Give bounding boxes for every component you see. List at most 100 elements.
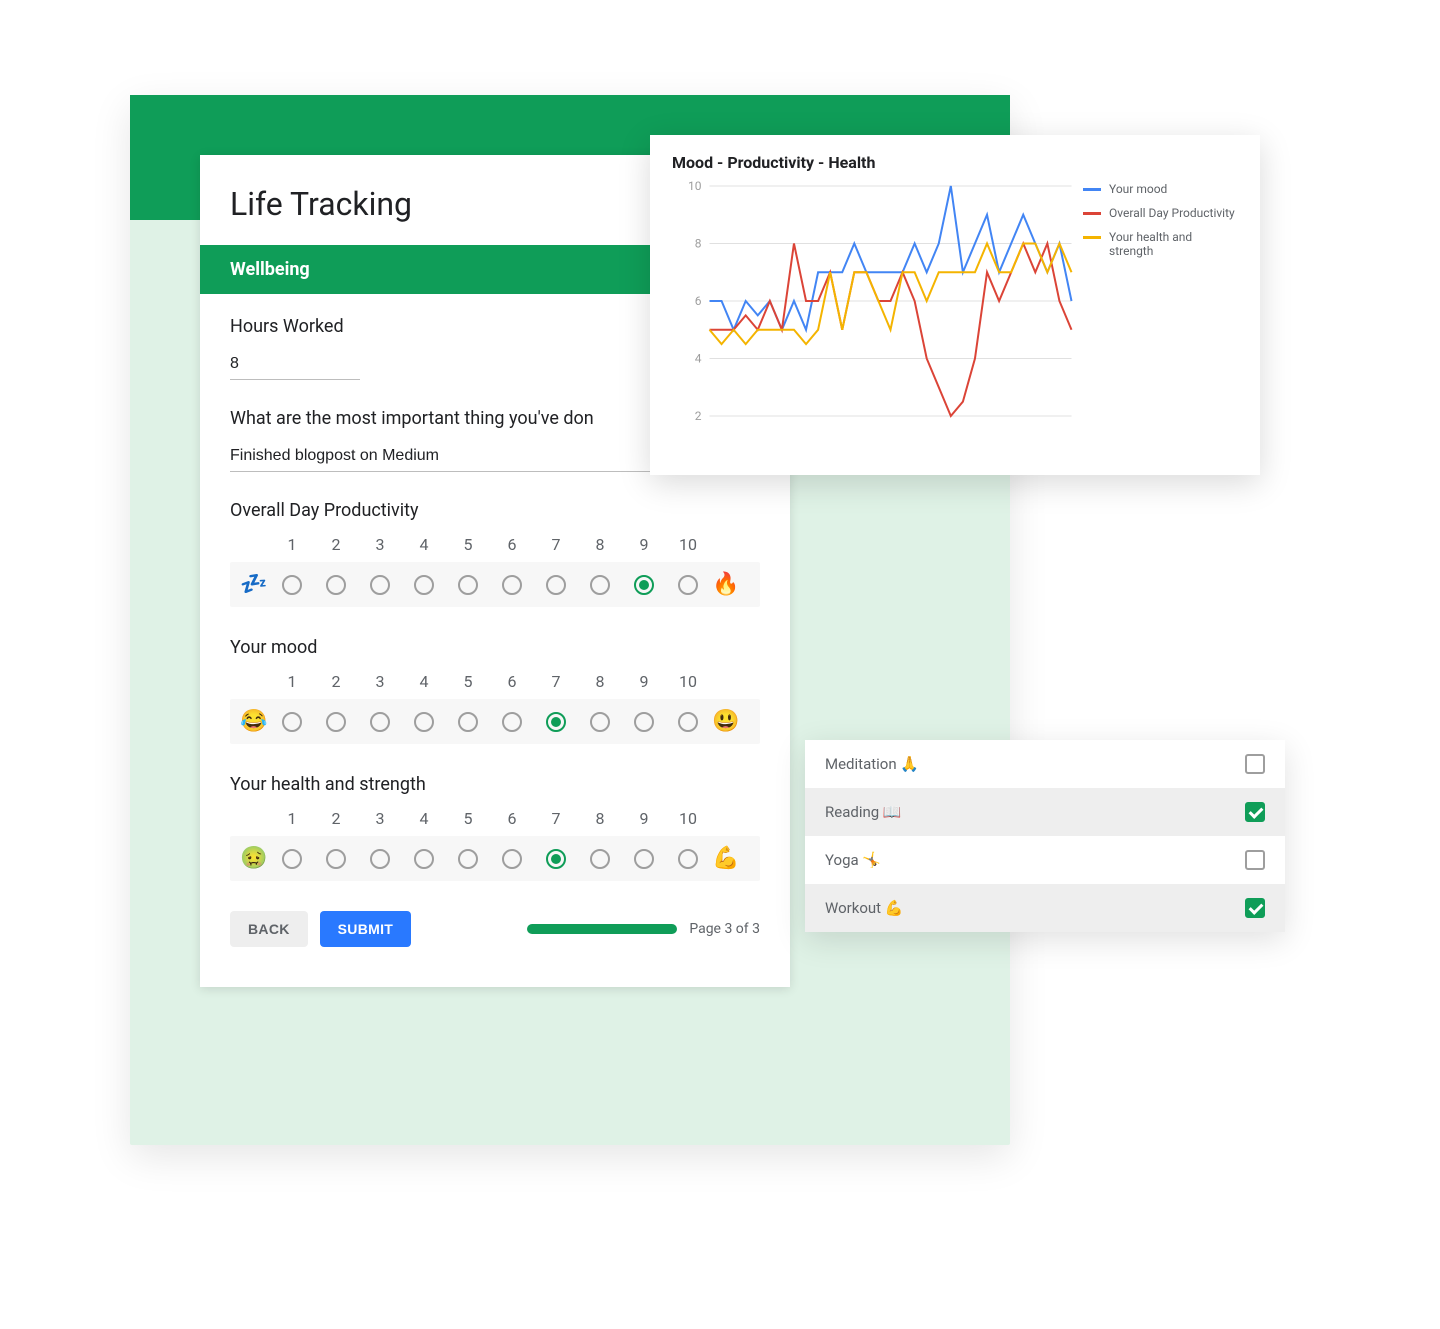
hours-worked-input[interactable]: [230, 351, 360, 380]
scale-radio[interactable]: [502, 575, 522, 595]
scale-radio[interactable]: [634, 712, 654, 732]
habit-label: Meditation 🙏: [825, 755, 919, 773]
scale-number: 9: [622, 809, 666, 828]
scale-radio[interactable]: [370, 575, 390, 595]
scale-number: 2: [314, 535, 358, 554]
chart-card: Mood - Productivity - Health 246810 Your…: [650, 135, 1260, 475]
scale-radio[interactable]: [326, 849, 346, 869]
habit-card: Meditation 🙏 Reading 📖 Yoga 🤸 Workout 💪: [805, 740, 1285, 932]
scale-label: Overall Day Productivity: [230, 500, 760, 521]
submit-button[interactable]: SUBMIT: [320, 911, 411, 947]
scale-radio[interactable]: [678, 849, 698, 869]
scale-radio[interactable]: [458, 712, 478, 732]
scale-number: 10: [666, 672, 710, 691]
scale-number: 2: [314, 672, 358, 691]
scale-radio[interactable]: [634, 849, 654, 869]
scale-number: 1: [270, 535, 314, 554]
habit-row: Yoga 🤸: [805, 836, 1285, 884]
habit-checkbox[interactable]: [1245, 754, 1265, 774]
legend-label: Overall Day Productivity: [1109, 206, 1235, 220]
legend-swatch: [1083, 236, 1101, 239]
scale-block: Your mood12345678910😂😃: [230, 637, 760, 744]
scale-row: 🤢💪: [230, 836, 760, 881]
scale-low-icon: 😂: [238, 709, 270, 734]
legend-item: Your mood: [1083, 182, 1238, 196]
scale-radio[interactable]: [546, 575, 566, 595]
scale-number: 2: [314, 809, 358, 828]
scale-radio[interactable]: [414, 712, 434, 732]
scale-radio[interactable]: [634, 575, 654, 595]
scale-radio[interactable]: [590, 712, 610, 732]
legend-swatch: [1083, 188, 1101, 191]
scale-number: 6: [490, 672, 534, 691]
scale-radio[interactable]: [458, 849, 478, 869]
scale-number: 8: [578, 672, 622, 691]
scale-number: 4: [402, 809, 446, 828]
scale-number: 3: [358, 535, 402, 554]
scale-numbers: 12345678910: [230, 672, 760, 691]
scale-radio[interactable]: [414, 575, 434, 595]
scale-low-icon: 💤: [238, 572, 270, 597]
progress-label: Page 3 of 3: [689, 921, 760, 937]
legend-swatch: [1083, 212, 1101, 215]
scale-high-icon: 😃: [710, 709, 742, 734]
habit-row: Reading 📖: [805, 788, 1285, 836]
scale-number: 3: [358, 672, 402, 691]
scale-number: 5: [446, 535, 490, 554]
scale-label: Your health and strength: [230, 774, 760, 795]
legend-label: Your mood: [1109, 182, 1167, 196]
scale-numbers: 12345678910: [230, 535, 760, 554]
chart-series-line: [710, 244, 1072, 345]
scale-number: 7: [534, 535, 578, 554]
scale-number: 7: [534, 809, 578, 828]
scale-radio[interactable]: [678, 712, 698, 732]
scale-radio[interactable]: [282, 712, 302, 732]
scale-row: 💤🔥: [230, 562, 760, 607]
back-button[interactable]: BACK: [230, 911, 308, 947]
progress-bar: [527, 924, 677, 934]
scale-number: 1: [270, 809, 314, 828]
scale-radio[interactable]: [590, 849, 610, 869]
scale-row: 😂😃: [230, 699, 760, 744]
scale-radio[interactable]: [414, 849, 434, 869]
chart-legend: Your mood Overall Day Productivity Your he…: [1083, 176, 1238, 436]
progress-wrap: Page 3 of 3: [527, 921, 760, 937]
legend-label: Your health and strength: [1109, 230, 1238, 258]
habit-label: Yoga 🤸: [825, 851, 881, 869]
chart-title: Mood - Productivity - Health: [672, 153, 1238, 172]
habit-checkbox[interactable]: [1245, 898, 1265, 918]
scale-radio[interactable]: [326, 575, 346, 595]
scale-number: 6: [490, 535, 534, 554]
scale-numbers: 12345678910: [230, 809, 760, 828]
scale-radio[interactable]: [370, 849, 390, 869]
scale-radio[interactable]: [678, 575, 698, 595]
scale-number: 4: [402, 672, 446, 691]
chart-plot: 246810: [672, 176, 1083, 436]
svg-text:2: 2: [695, 409, 702, 423]
scale-radio[interactable]: [282, 849, 302, 869]
scale-number: 10: [666, 809, 710, 828]
form-footer: BACK SUBMIT Page 3 of 3: [230, 911, 760, 947]
scale-radio[interactable]: [370, 712, 390, 732]
scale-block: Overall Day Productivity12345678910💤🔥: [230, 500, 760, 607]
habit-label: Reading 📖: [825, 803, 902, 821]
scale-radio[interactable]: [282, 575, 302, 595]
scale-radio[interactable]: [590, 575, 610, 595]
scale-number: 9: [622, 672, 666, 691]
scale-radio[interactable]: [502, 849, 522, 869]
habit-label: Workout 💪: [825, 899, 903, 917]
scale-radio[interactable]: [546, 849, 566, 869]
scale-number: 8: [578, 809, 622, 828]
legend-item: Your health and strength: [1083, 230, 1238, 258]
scale-high-icon: 🔥: [710, 572, 742, 597]
habit-checkbox[interactable]: [1245, 850, 1265, 870]
scale-block: Your health and strength12345678910🤢💪: [230, 774, 760, 881]
scale-radio[interactable]: [326, 712, 346, 732]
scale-radio[interactable]: [458, 575, 478, 595]
scale-number: 5: [446, 809, 490, 828]
habit-checkbox[interactable]: [1245, 802, 1265, 822]
scale-number: 8: [578, 535, 622, 554]
scale-radio[interactable]: [546, 712, 566, 732]
legend-item: Overall Day Productivity: [1083, 206, 1238, 220]
scale-radio[interactable]: [502, 712, 522, 732]
